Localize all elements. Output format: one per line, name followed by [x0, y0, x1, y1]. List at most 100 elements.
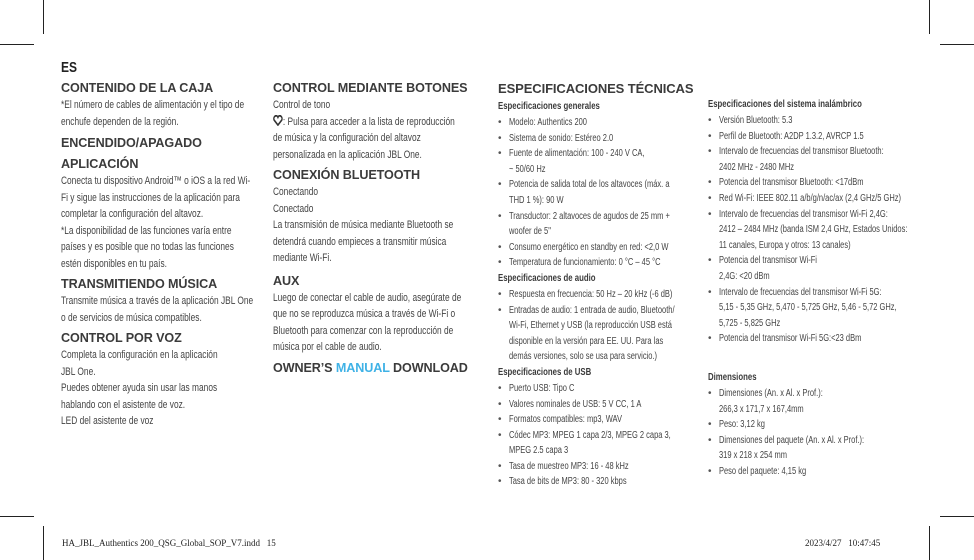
heading-voz: CONTROL POR VOZ [61, 331, 182, 345]
spec-item: Consumo energético en standby en red: <2… [498, 240, 730, 256]
crop-mark [0, 44, 34, 45]
heading-encendido: ENCENDIDO/APAGADO [61, 136, 202, 150]
crop-mark [929, 0, 930, 34]
crop-mark [940, 516, 974, 517]
spec-item-text: Tasa de bits de MP3: 80 - 320 kbps [509, 476, 627, 488]
owners-label: OWNER’S [273, 360, 336, 375]
heart-icon [273, 114, 283, 126]
spec-item: Dimensiones del paquete (An. x Al. x Pro… [708, 433, 912, 464]
spec-item: Respuesta en frecuencia: 50 Hz – 20 kHz … [498, 287, 730, 303]
spec-item-text: Red Wi-Fi: IEEE 802.11 a/b/g/n/ac/ax (2,… [719, 192, 902, 204]
spec-item-text: Respuesta en frecuencia: 50 Hz – 20 kHz … [509, 288, 673, 300]
heading-transmitiendo: TRANSMITIENDO MÚSICA [61, 277, 218, 291]
spec-item-text: Potencia del transmisor Wi-Fi 2,4G: <20 … [719, 255, 817, 282]
spec-item-text: Fuente de alimentación: 100 - 240 V CA, … [509, 148, 645, 175]
column-specs: ESPECIFICACIONES TÉCNICAS Especificacion… [498, 76, 730, 490]
crop-mark [929, 526, 930, 560]
text-bluetooth: Conectando Conectado La transmisión de m… [273, 186, 454, 264]
subheading-audio: Especificaciones de audio [498, 272, 596, 284]
spec-item-text: Intervalo de frecuencias del transmisor … [719, 146, 884, 173]
owners-manual-download[interactable]: OWNER’S MANUAL DOWNLOAD [273, 360, 521, 377]
heading-aplicacion: APLICACIÓN [61, 157, 139, 171]
column-1: CONTENIDO DE LA CAJA *El número de cable… [61, 76, 314, 430]
spec-item-text: Potencia del transmisor Wi-Fi 5G:<23 dBm [719, 333, 862, 345]
spec-item-text: Tasa de muestreo MP3: 16 - 48 kHz [509, 460, 629, 472]
spec-item-text: Valores nominales de USB: 5 V CC, 1 A [509, 398, 642, 410]
subheading-dimensions: Dimensiones [708, 372, 757, 383]
spec-item-text: Puerto USB: Tipo C [509, 382, 575, 394]
spec-item: Dimensiones (An. x Al. x Prof.): 266,3 x… [708, 386, 912, 417]
spec-item: Intervalo de frecuencias del transmisor … [708, 285, 970, 332]
spec-item: Tasa de bits de MP3: 80 - 320 kbps [498, 474, 730, 490]
spec-item: Potencia del transmisor Wi-Fi 2,4G: <20 … [708, 253, 970, 284]
crop-mark [43, 0, 44, 34]
spec-item: Potencia de salida total de los altavoce… [498, 177, 730, 208]
text-contenido: *El número de cables de alimentación y e… [61, 99, 245, 128]
spec-item-text: Dimensiones (An. x Al. x Prof.): 266,3 x… [719, 388, 823, 415]
spec-item: Valores nominales de USB: 5 V CC, 1 A [498, 397, 730, 413]
spec-item: Formatos compatibles: mp3, WAV [498, 412, 730, 428]
spec-item-text: Peso: 3,12 kg [719, 419, 765, 431]
spec-item-text: Entradas de audio: 1 entrada de audio, B… [509, 304, 675, 363]
heading-contenido: CONTENIDO DE LA CAJA [61, 81, 214, 95]
spec-item: Fuente de alimentación: 100 - 240 V CA, … [498, 146, 730, 177]
column-2: CONTROL MEDIANTE BOTONES Control de tono… [273, 76, 521, 377]
spec-item: Peso del paquete: 4,15 kg [708, 464, 912, 480]
spec-item: Intervalo de frecuencias del transmisor … [708, 207, 970, 254]
list-dimensions: Dimensiones (An. x Al. x Prof.): 266,3 x… [708, 386, 912, 480]
subheading-general: Especificaciones generales [498, 101, 600, 112]
spec-item: Potencia del transmisor Wi-Fi 5G:<23 dBm [708, 331, 970, 347]
spec-item-text: Dimensiones del paquete (An. x Al. x Pro… [719, 434, 865, 462]
spec-item: Potencia del transmisor Bluetooth: <17dB… [708, 175, 970, 191]
download-label: DOWNLOAD [389, 360, 468, 375]
spec-item-text: Formatos compatibles: mp3, WAV [509, 414, 622, 426]
spec-item-text: Códec MP3: MPEG 1 capa 2/3, MPEG 2 capa … [509, 429, 671, 457]
heart-line: : Pulsa para acceder a la lista de repro… [273, 114, 461, 131]
heart-text: : Pulsa para acceder a la lista de repro… [282, 115, 455, 128]
spec-item-text: Transductor: 2 altavoces de agudos de 25… [509, 210, 670, 238]
spec-item: Temperatura de funcionamiento: 0 °C – 45… [498, 255, 730, 271]
heading-aux: AUX [273, 273, 300, 288]
spec-item: Perfil de Bluetooth: A2DP 1.3.2, AVRCP 1… [708, 129, 970, 145]
list-usb: Puerto USB: Tipo C Valores nominales de U… [498, 381, 730, 490]
heading-specs: ESPECIFICACIONES TÉCNICAS [498, 81, 694, 96]
spec-item-text: Intervalo de frecuencias del transmisor … [719, 208, 908, 251]
heading-bluetooth: CONEXIÓN BLUETOOTH [273, 168, 421, 182]
footer-timestamp: 2023/4/27 10:47:45 [805, 538, 881, 548]
text-aux: Luego de conectar el cable de audio, ase… [273, 291, 462, 354]
spec-item-text: Peso del paquete: 4,15 kg [719, 465, 807, 477]
column-wireless: Especificaciones del sistema inalámbrico… [708, 97, 970, 347]
text-aplicacion: Conecta tu dispositivo Android™ o iOS a … [61, 175, 251, 270]
spec-item-text: Potencia del transmisor Bluetooth: <17dB… [719, 177, 864, 189]
crop-mark [940, 44, 974, 45]
spec-item: Modelo: Authentics 200 [498, 115, 730, 131]
spec-item-text: Potencia de salida total de los altavoce… [509, 179, 670, 206]
column-dimensions: Dimensiones Dimensiones (An. x Al. x Pro… [708, 370, 912, 480]
spec-item: Sistema de sonido: Estéreo 2.0 [498, 131, 730, 147]
text-transmitiendo: Transmite música a través de la aplicaci… [61, 295, 254, 324]
spec-item: Intervalo de frecuencias del transmisor … [708, 144, 970, 175]
spec-item: Transductor: 2 altavoces de agudos de 25… [498, 209, 730, 240]
spec-item-text: Perfil de Bluetooth: A2DP 1.3.2, AVRCP 1… [719, 130, 864, 142]
spec-item: Entradas de audio: 1 entrada de audio, B… [498, 303, 730, 365]
subheading-usb: Especificaciones de USB [498, 366, 592, 378]
list-audio: Respuesta en frecuencia: 50 Hz – 20 kHz … [498, 287, 730, 365]
footer-filename: HA_JBL_Authentics 200_QSG_Global_SOP_V7.… [62, 538, 276, 548]
spec-item-text: Modelo: Authentics 200 [509, 117, 587, 128]
text-heart: de música y la configuración del altavoz… [273, 132, 422, 161]
spec-item-text: Consumo energético en standby en red: <2… [509, 241, 669, 253]
language-label: ES [61, 59, 78, 76]
list-wireless: Versión Bluetooth: 5.3 Perfil de Bluetoot… [708, 113, 970, 347]
crop-mark [43, 526, 44, 560]
list-general: Modelo: Authentics 200 Sistema de sonido:… [498, 115, 730, 271]
spec-item-text: Intervalo de frecuencias del transmisor … [719, 286, 897, 329]
crop-mark [0, 516, 34, 517]
heading-botones: CONTROL MEDIANTE BOTONES [273, 81, 468, 95]
spec-item-text: Versión Bluetooth: 5.3 [719, 115, 793, 126]
spec-item: Versión Bluetooth: 5.3 [708, 113, 970, 129]
spec-item: Puerto USB: Tipo C [498, 381, 730, 397]
manual-link[interactable]: MANUAL [335, 360, 390, 375]
spec-item: Tasa de muestreo MP3: 16 - 48 kHz [498, 459, 730, 475]
text-voz: Completa la configuración en la aplicaci… [61, 349, 218, 427]
spec-item: Peso: 3,12 kg [708, 417, 912, 433]
